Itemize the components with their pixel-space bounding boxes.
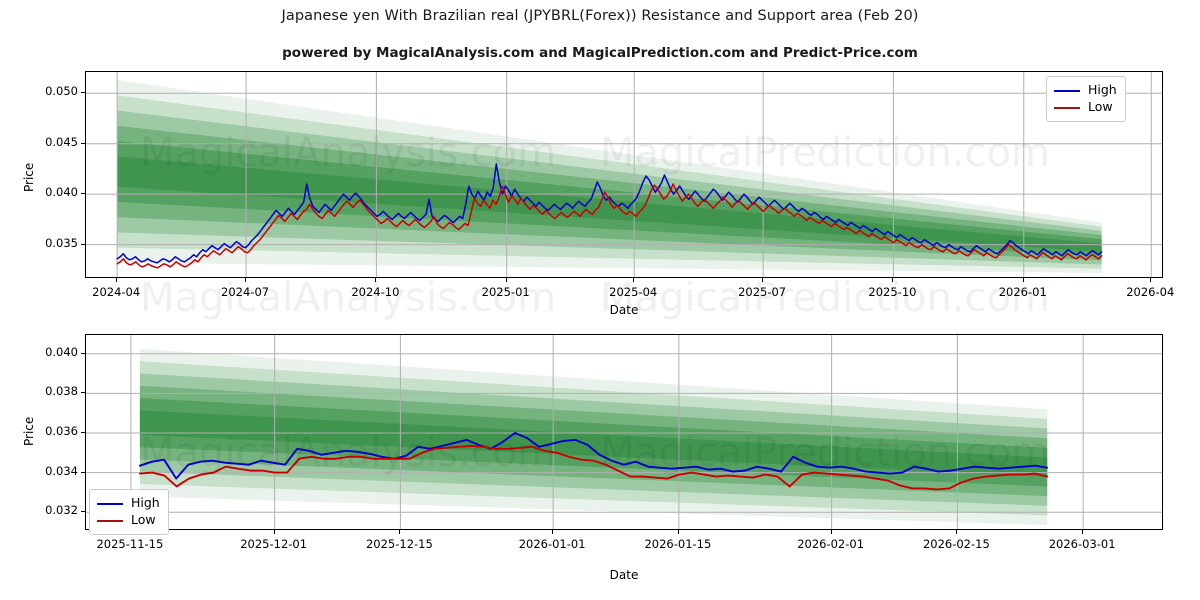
- y-axis-tick-label: 0.040: [45, 344, 78, 359]
- detail-chart-panel: Price Date: [0, 320, 1200, 600]
- x-axis-tick-mark: [399, 530, 401, 534]
- overview-plot-area: [85, 71, 1163, 278]
- band-level-5: [117, 156, 1102, 252]
- x-axis-tick-mark: [762, 278, 764, 282]
- x-axis-tick-label: 2025-12-01: [240, 537, 308, 551]
- legend-label: Low: [1088, 99, 1113, 115]
- overview-gridlines: [86, 72, 1162, 277]
- y-axis-tick-label: 0.045: [45, 134, 78, 149]
- x-axis-tick-label: 2026-03-01: [1048, 537, 1116, 551]
- detail-series-low: [138, 444, 1049, 491]
- overview-svg: [86, 72, 1162, 277]
- y-axis-tick-mark: [81, 432, 85, 433]
- legend-item-high: High: [97, 495, 160, 512]
- y-axis-tick-label: 0.040: [45, 185, 78, 200]
- x-axis-tick-label: 2026-01-01: [518, 537, 586, 551]
- x-axis-tick-mark: [245, 278, 247, 282]
- y-axis-tick-mark: [81, 471, 85, 473]
- y-axis-tick-mark: [81, 243, 85, 245]
- overview-x-axis-label: Date: [609, 303, 639, 317]
- detail-resistance-support-bands: [139, 348, 1048, 526]
- detail-svg: [86, 335, 1162, 529]
- page-subtitle: powered by MagicalAnalysis.com and Magic…: [282, 45, 918, 61]
- overview-legend[interactable]: High Low: [1046, 76, 1126, 122]
- y-axis-tick-label: 0.034: [45, 463, 78, 478]
- overview-series-high: [116, 163, 1103, 264]
- x-axis-tick-label: 2025-11-15: [96, 537, 164, 551]
- x-axis-tick-label: 2025-01: [481, 285, 530, 299]
- y-axis-tick-label: 0.032: [45, 503, 78, 518]
- x-axis-tick-mark: [1022, 278, 1024, 282]
- detail-plot-area: [85, 334, 1163, 530]
- y-axis-tick-mark: [81, 193, 85, 195]
- x-axis-tick-mark: [892, 278, 894, 282]
- x-axis-tick-mark: [552, 530, 554, 534]
- legend-label: High: [131, 495, 160, 511]
- x-axis-tick-label: 2026-02-01: [797, 537, 865, 551]
- x-axis-tick-label: 2025-07: [738, 285, 787, 299]
- y-axis-tick-mark: [81, 92, 85, 94]
- legend-item-high: High: [1054, 82, 1117, 99]
- y-axis-tick-label: 0.038: [45, 384, 78, 399]
- x-axis-tick-label: 2025-04: [609, 285, 658, 299]
- high-line-swatch-icon: [97, 502, 123, 505]
- x-axis-tick-label: 2025-10: [868, 285, 917, 299]
- legend-item-low: Low: [97, 512, 160, 529]
- legend-label: Low: [131, 512, 156, 528]
- legend-item-low: Low: [1054, 99, 1117, 116]
- x-axis-tick-mark: [273, 530, 275, 534]
- x-axis-tick-mark: [505, 278, 507, 282]
- x-axis-tick-mark: [1082, 530, 1084, 534]
- x-axis-tick-label: 2026-04: [1126, 285, 1175, 299]
- x-axis-tick-mark: [1150, 278, 1152, 282]
- band-level-6: [117, 171, 1102, 248]
- low-line-swatch-icon: [1054, 106, 1080, 109]
- x-axis-tick-label: 2026-01: [998, 285, 1047, 299]
- x-axis-tick-label: 2024-10: [351, 285, 400, 299]
- detail-x-axis-label: Date: [609, 568, 639, 582]
- x-axis-tick-mark: [677, 530, 679, 534]
- detail-legend[interactable]: High Low: [89, 489, 169, 535]
- page-title: Japanese yen With Brazilian real (JPYBRL…: [281, 8, 919, 24]
- legend-label: High: [1088, 82, 1117, 98]
- y-axis-tick-mark: [81, 392, 85, 394]
- x-axis-tick-label: 2024-04: [92, 285, 141, 299]
- overview-series-low: [116, 183, 1103, 269]
- y-axis-tick-label: 0.050: [45, 84, 78, 99]
- x-axis-tick-mark: [830, 530, 832, 534]
- low-line-swatch-icon: [97, 519, 123, 522]
- y-axis-tick-label: 0.036: [45, 424, 78, 438]
- x-axis-tick-label: 2026-01-15: [644, 537, 712, 551]
- overview-chart-panel: Price Date: [22, 71, 1163, 317]
- high-line-swatch-icon: [1054, 89, 1080, 92]
- x-axis-tick-mark: [116, 278, 118, 282]
- y-axis-tick-mark: [81, 511, 85, 513]
- x-axis-tick-mark: [375, 278, 377, 282]
- detail-gridlines: [86, 335, 1162, 529]
- x-axis-tick-label: 2024-07: [221, 285, 270, 299]
- x-axis-tick-label: 2025-12-15: [365, 537, 433, 551]
- y-axis-tick-mark: [81, 352, 85, 354]
- x-axis-tick-mark: [956, 530, 958, 534]
- x-axis-tick-mark: [633, 278, 635, 282]
- detail-series-high: [138, 432, 1049, 480]
- y-axis-tick-label: 0.035: [45, 235, 78, 250]
- x-axis-tick-label: 2026-02-15: [922, 537, 990, 551]
- band-level-5: [139, 410, 1048, 477]
- y-axis-tick-mark: [81, 142, 85, 144]
- overview-resistance-support-bands: [117, 80, 1102, 273]
